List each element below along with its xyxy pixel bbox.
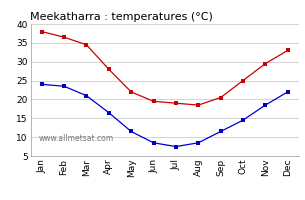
Text: www.allmetsat.com: www.allmetsat.com bbox=[38, 134, 114, 143]
Text: Meekatharra : temperatures (°C): Meekatharra : temperatures (°C) bbox=[30, 12, 214, 22]
